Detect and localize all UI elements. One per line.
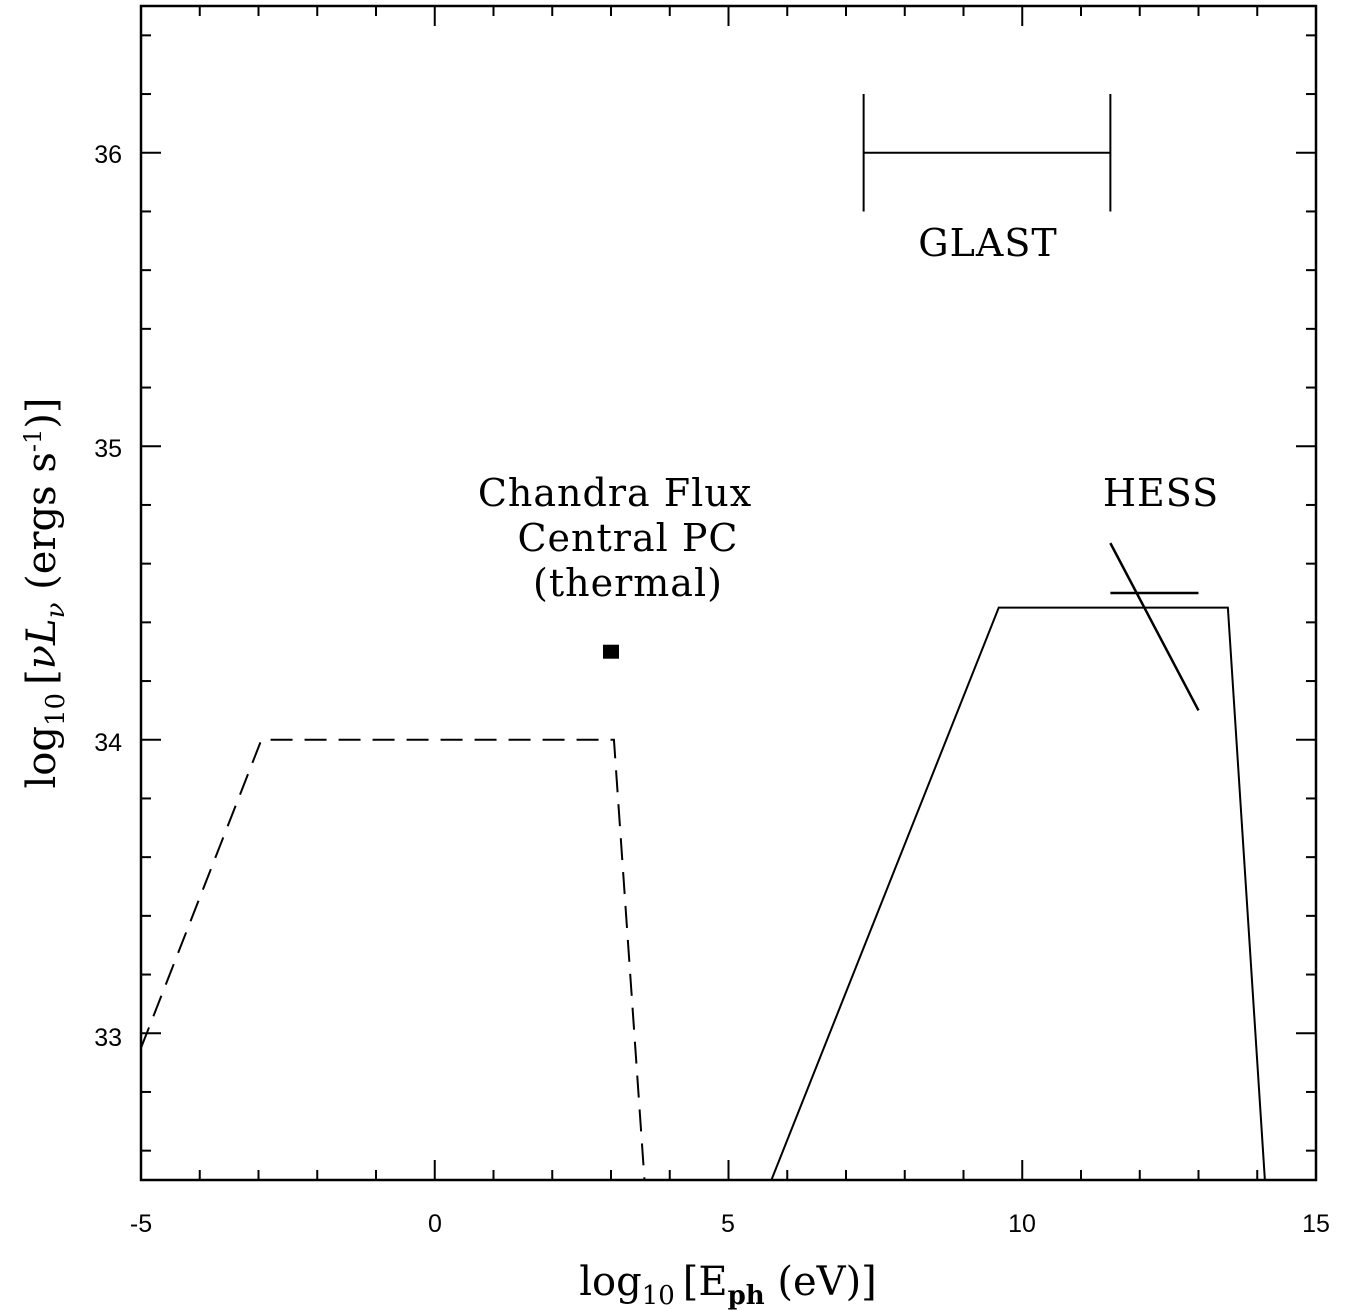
plot-data: [140, 94, 1266, 1181]
glast-label: GLAST: [918, 221, 1057, 265]
y-axis-title-prefix: log: [19, 726, 65, 788]
x-axis-title-bracket-close: ]: [861, 1259, 877, 1305]
solid-model-curve: [770, 606, 1266, 1181]
x-axis-title-bracket-open: [: [683, 1259, 699, 1305]
y-axis-title-sub: 10: [41, 693, 71, 726]
y-axis-title-unit-post: ): [19, 413, 65, 429]
y-axis-title-bracket-close: ]: [19, 398, 65, 414]
hess-spectrum-slope: [1109, 542, 1200, 711]
dashed-model-curve: [140, 738, 646, 1181]
y-axis-title: log10 [νLν (ergs s-1)]: [19, 398, 71, 789]
y-axis-title-bracket-open: [: [19, 669, 65, 685]
x-axis-title-prefix: log: [579, 1259, 641, 1305]
chandra-label-line1: Chandra Flux: [478, 471, 752, 515]
x-axis-title-sub: 10: [642, 1281, 675, 1311]
y-tick-label: 34: [94, 729, 122, 757]
y-tick-label: 36: [94, 141, 122, 169]
hess-label: HESS: [1103, 471, 1219, 515]
y-axis-title-unit-pre: (ergs s: [19, 452, 65, 603]
x-tick-label: 10: [1008, 1210, 1036, 1238]
x-axis-title: log10 [Eph (eV)]: [579, 1259, 877, 1311]
chandra-label-line2: Central PC: [517, 516, 738, 560]
x-axis-title-var-sub: ph: [728, 1281, 765, 1311]
y-axis-title-unit-sup: -1: [19, 429, 47, 452]
x-tick-label: 15: [1302, 1210, 1330, 1238]
plot-frame: [139, 4, 1318, 1182]
y-tick-label: 33: [94, 1024, 122, 1052]
y-tick-label: 35: [94, 435, 122, 463]
x-tick-label: 0: [428, 1210, 442, 1238]
chandra-data-point: [603, 644, 619, 659]
axis-ticks: [140, 6, 1317, 1180]
chandra-label-line3: (thermal): [533, 561, 723, 605]
y-axis-title-var-sub: ν: [41, 602, 71, 618]
x-tick-label: -5: [130, 1210, 152, 1238]
x-axis-title-unit: (eV): [765, 1259, 861, 1305]
x-axis-title-var: E: [698, 1259, 727, 1305]
x-tick-label: 5: [721, 1210, 735, 1238]
y-axis-title-var: νL: [19, 618, 65, 669]
